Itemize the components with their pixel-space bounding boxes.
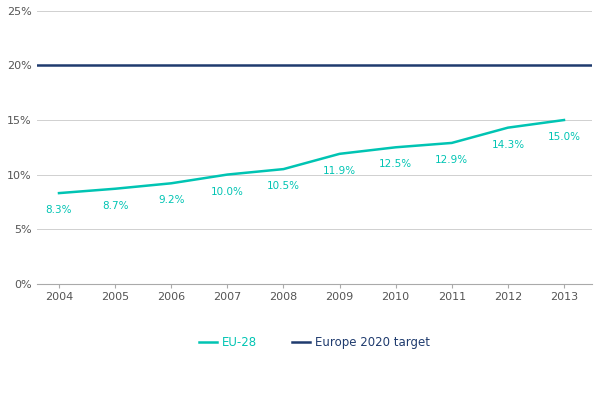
- Text: 12.9%: 12.9%: [435, 155, 468, 165]
- Line: EU-28: EU-28: [59, 120, 564, 193]
- Text: 12.5%: 12.5%: [379, 159, 412, 169]
- EU-28: [280, 167, 287, 171]
- Text: 15.0%: 15.0%: [547, 132, 580, 142]
- Text: 11.9%: 11.9%: [323, 166, 356, 176]
- EU-28: [168, 181, 175, 185]
- Text: 10.0%: 10.0%: [211, 187, 244, 196]
- Text: 14.3%: 14.3%: [491, 140, 525, 150]
- Legend: EU-28, Europe 2020 target: EU-28, Europe 2020 target: [195, 332, 434, 354]
- Text: 10.5%: 10.5%: [267, 181, 300, 191]
- EU-28: [561, 118, 568, 122]
- EU-28: [392, 145, 400, 150]
- EU-28: [336, 151, 343, 156]
- EU-28: [448, 141, 455, 145]
- EU-28: [504, 125, 512, 130]
- EU-28: [55, 191, 62, 195]
- Text: 8.3%: 8.3%: [46, 205, 72, 215]
- EU-28: [111, 186, 119, 191]
- Text: 9.2%: 9.2%: [158, 195, 184, 205]
- EU-28: [224, 172, 231, 177]
- Text: 8.7%: 8.7%: [102, 201, 128, 211]
